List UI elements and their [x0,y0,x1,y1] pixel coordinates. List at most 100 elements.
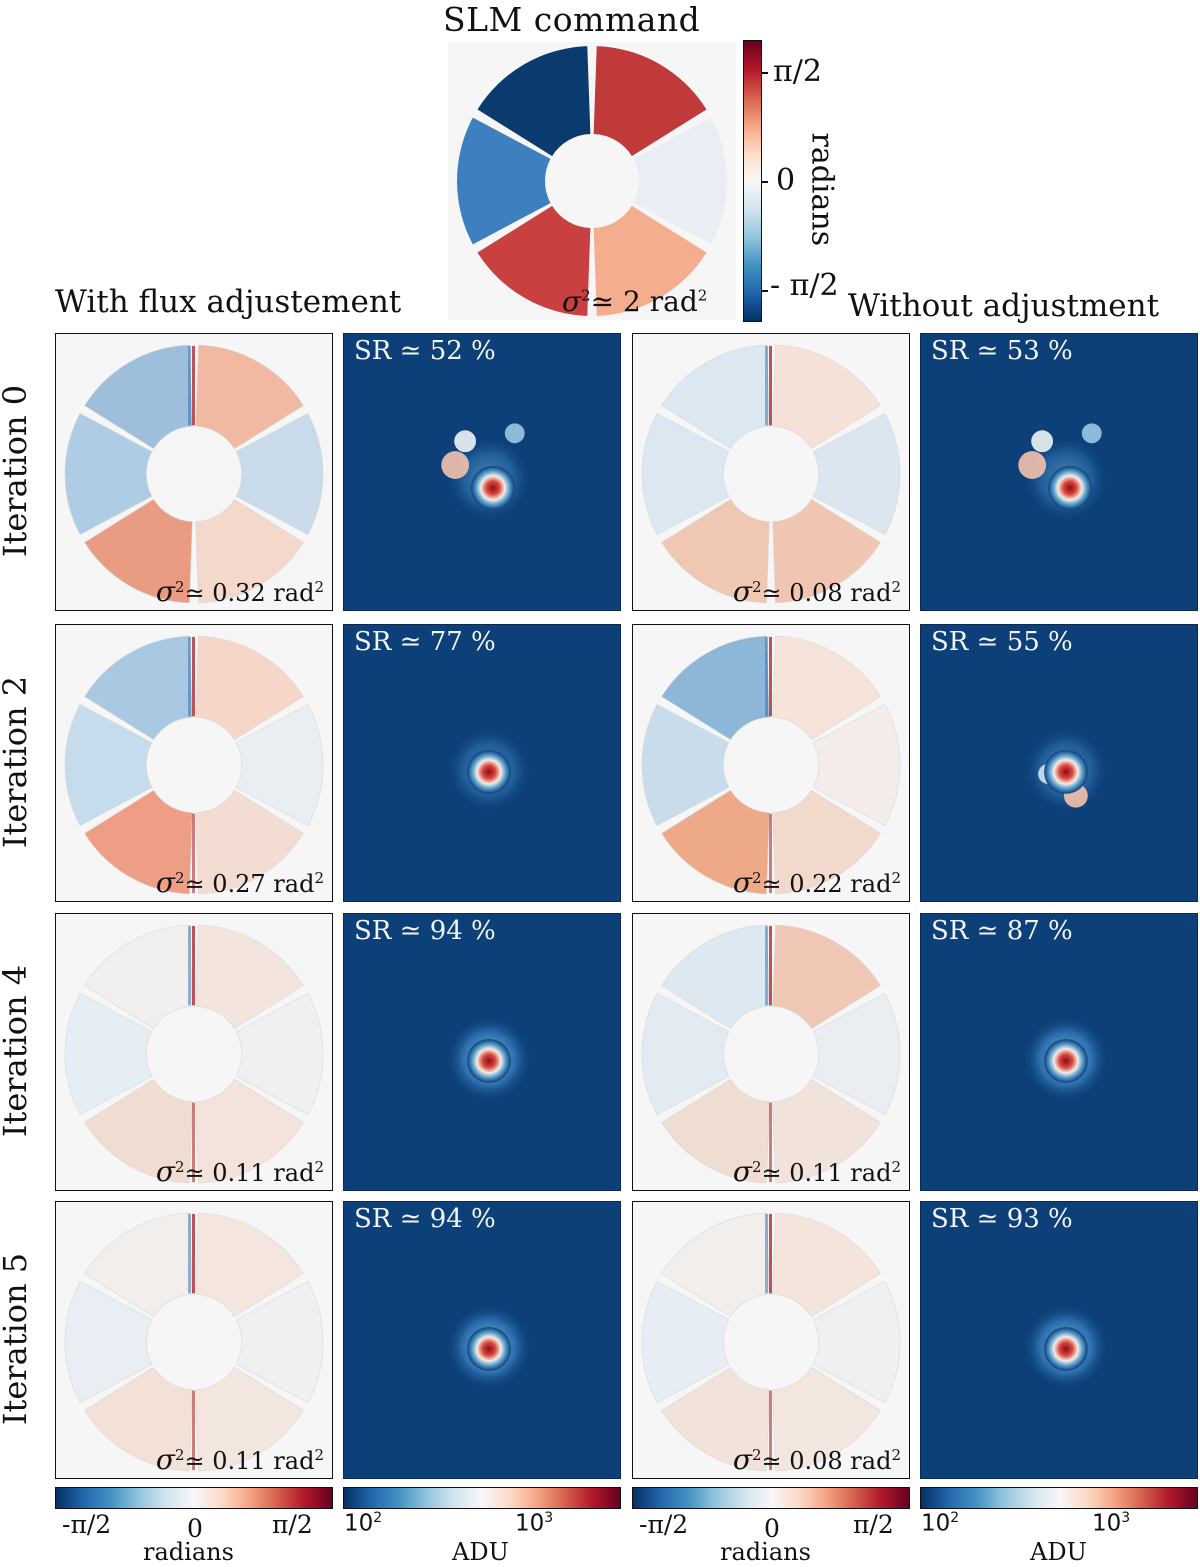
adu-colorbar-right [920,1487,1198,1509]
psf-svg [445,726,533,814]
psf-svg [1022,1303,1110,1391]
phase-left-label: radians [143,1538,234,1566]
phase-edge-red [192,1213,195,1294]
phase-edge-lower [769,813,772,894]
phase-segment [84,924,193,1030]
psf-svg [445,1303,533,1391]
strehl-ratio-label: SR ≃ 87 % [931,916,1073,946]
phase-segment [84,789,193,895]
psf-panel-without-row0: SR ≃ 53 % [920,333,1198,611]
phase-map-svg [64,924,324,1184]
phase-edge-red [192,636,195,717]
phase-left-tick-pos: π/2 [272,1510,313,1539]
slm-segment-right [633,117,727,245]
strehl-ratio-label: SR ≃ 93 % [931,1204,1073,1234]
phase-segment [84,1212,193,1318]
phase-segment [195,1078,304,1184]
strehl-ratio-label: SR ≃ 94 % [354,916,496,946]
psf-svg [445,1015,533,1103]
strehl-ratio-label: SR ≃ 55 % [931,627,1073,657]
slm-command-image [448,42,736,320]
phase-edge-blue [765,636,769,717]
phase-segment [772,635,881,741]
phase-right-label: radians [720,1538,811,1566]
phase-edge-red [769,636,772,717]
phase-segment [661,635,770,741]
phase-edge-red [192,345,195,426]
group-title-left: With flux adjustement [55,284,402,320]
phase-segment [84,635,193,741]
slm-sigma: σ2≃ 2 rad2 [562,285,708,318]
psf-speckle [1018,451,1047,479]
phase-left-tick-neg: -π/2 [62,1510,112,1539]
phase-segment [661,344,770,450]
phase-segment [84,1078,193,1184]
phase-map-svg [64,635,324,895]
psf-core [1044,1039,1088,1083]
phase-segment [235,412,324,535]
phase-panel-with-flux-row3: σ2≃ 0.11 rad2 [55,1201,333,1479]
phase-segment [84,1366,193,1472]
slm-title: SLM command [443,0,701,39]
psf-speckle [441,451,470,479]
psf-speckle [504,423,525,444]
psf-speckle [1031,430,1054,453]
phase-edge-blue [188,1213,192,1294]
psf-svg [1018,423,1110,523]
phase-segment [195,344,304,450]
adu-colorbar-left [343,1487,621,1509]
phase-edge-lower [192,1390,195,1471]
psf-core [471,466,515,510]
slm-segment-left [457,117,551,245]
phase-segment [641,703,730,826]
phase-panel-without-row0: σ2≃ 0.08 rad2 [632,333,910,611]
phase-segment [772,498,881,604]
slm-cbar-tick-top: π/2 [773,54,822,89]
slm-segment-lower-left [477,205,591,316]
phase-panel-with-flux-row2: σ2≃ 0.11 rad2 [55,913,333,1191]
phase-segment [812,1280,901,1403]
phase-segment [812,992,901,1115]
adu-right-tick-1: 102 [921,1510,960,1537]
phase-segment [84,344,193,450]
phase-edge-blue [188,925,192,1006]
phase-segment [812,412,901,535]
phase-segment [772,924,881,1030]
psf-speckle [454,430,477,453]
phase-map-svg [64,344,324,604]
strehl-ratio-label: SR ≃ 52 % [354,336,496,366]
phase-edge-red [192,925,195,1006]
phase-map-svg [641,1212,901,1472]
phase-panel-without-row1: σ2≃ 0.22 rad2 [632,624,910,902]
phase-segment [64,412,153,535]
row-label: Iteration 4 [0,965,34,1138]
sigma-label: σ2≃ 0.32 rad2 [155,575,324,608]
psf-svg [441,423,533,523]
psf-speckle [1081,423,1102,444]
phase-segment [195,924,304,1030]
phase-edge-blue [188,345,192,426]
phase-right-tick-neg: -π/2 [639,1510,689,1539]
phase-edge-red [769,925,772,1006]
phase-map-svg [64,1212,324,1472]
adu-left-tick-1: 102 [344,1510,383,1537]
psf-core [1048,466,1092,510]
phase-segment [661,1212,770,1318]
phase-right-tick-pos: π/2 [853,1510,894,1539]
phase-segment [661,1078,770,1184]
phase-segment [235,992,324,1115]
phase-segment [235,703,324,826]
sigma-label: σ2≃ 0.11 rad2 [155,1443,324,1476]
phase-segment [195,498,304,604]
phase-map-svg [641,635,901,895]
psf-panel-without-row2: SR ≃ 87 % [920,913,1198,1191]
psf-panel-without-row1: SR ≃ 55 % [920,624,1198,902]
phase-segment [195,1212,304,1318]
phase-segment [64,703,153,826]
phase-segment [64,992,153,1115]
phase-segment [772,344,881,450]
phase-edge-lower [192,813,195,894]
phase-edge-red [769,345,772,426]
adu-left-label: ADU [452,1538,509,1566]
slm-cbar-tick-mid: 0 [776,163,796,198]
